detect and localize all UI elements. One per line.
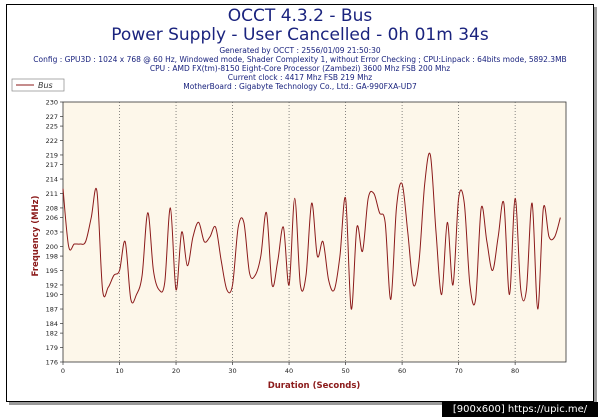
axes: 1761791821841871901921951982002032062082… xyxy=(46,99,520,376)
x-tick-label: 70 xyxy=(454,367,462,375)
x-tick-label: 60 xyxy=(398,367,406,375)
series-line-bus xyxy=(62,152,561,310)
x-axis-label: Duration (Seconds) xyxy=(268,381,361,391)
y-tick-label: 192 xyxy=(46,281,58,289)
motherboard-info: MotherBoard : Gigabyte Technology Co., L… xyxy=(183,82,417,91)
y-tick-label: 214 xyxy=(46,176,58,184)
x-tick-label: 40 xyxy=(285,367,293,375)
y-tick-label: 184 xyxy=(46,320,58,328)
y-tick-label: 187 xyxy=(46,306,58,314)
y-tick-label: 222 xyxy=(46,137,58,145)
y-axis-label: Frequency (MHz) xyxy=(31,195,41,276)
chart-subtitle: Power Supply - User Cancelled - 0h 01m 3… xyxy=(111,25,489,45)
y-tick-label: 203 xyxy=(46,229,58,237)
legend-box xyxy=(11,78,65,92)
x-tick-label: 80 xyxy=(511,367,519,375)
y-tick-label: 179 xyxy=(46,344,58,352)
y-tick-label: 208 xyxy=(46,204,58,212)
y-tick-label: 227 xyxy=(46,113,58,121)
y-tick-label: 219 xyxy=(46,151,58,159)
legend-label: Bus xyxy=(38,81,53,90)
y-tick-label: 198 xyxy=(46,253,58,261)
grid xyxy=(119,102,516,362)
clock-info: Current clock : 4417 Mhz FSB 219 Mhz xyxy=(227,73,373,82)
y-tick-label: 211 xyxy=(46,190,58,198)
generated-info: Generated by OCCT : 2556/01/09 21:50:30 xyxy=(219,46,381,55)
y-tick-label: 195 xyxy=(46,267,58,275)
y-tick-label: 206 xyxy=(46,214,58,222)
y-tick-label: 200 xyxy=(46,243,58,251)
x-tick-label: 10 xyxy=(115,367,123,375)
legend: Bus xyxy=(11,78,65,92)
y-tick-label: 225 xyxy=(46,123,58,131)
watermark: [900x600] https://upic.me/ xyxy=(442,402,598,417)
chart-title: OCCT 4.3.2 - Bus xyxy=(227,6,373,26)
y-tick-label: 182 xyxy=(46,330,58,338)
y-tick-label: 190 xyxy=(46,291,58,299)
y-tick-label: 230 xyxy=(46,99,58,107)
x-tick-label: 30 xyxy=(228,367,236,375)
y-tick-label: 217 xyxy=(46,161,58,169)
y-tick-label: 176 xyxy=(46,359,58,367)
cpu-info: CPU : AMD FX(tm)-8150 Eight-Core Process… xyxy=(149,64,451,73)
x-tick-label: 50 xyxy=(341,367,349,375)
config-info: Config : GPU3D : 1024 x 768 @ 60 Hz, Win… xyxy=(33,55,567,64)
x-tick-label: 20 xyxy=(172,367,180,375)
x-tick-label: 0 xyxy=(61,367,65,375)
series-layer xyxy=(62,152,561,310)
